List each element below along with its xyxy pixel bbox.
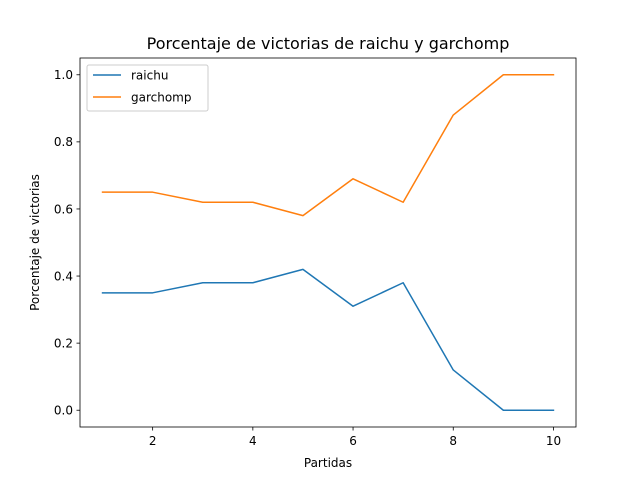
legend-label-raichu: raichu [131,69,168,83]
y-tick-label: 0.2 [54,336,73,350]
x-tick-label: 10 [546,434,561,448]
x-axis-label: Partidas [304,456,352,470]
x-tick-label: 6 [349,434,357,448]
y-axis-label: Porcentaje de victorias [28,174,42,311]
series-layer [101,74,555,411]
y-tick-label: 0.8 [54,135,73,149]
y-tick-label: 0.4 [54,269,73,283]
y-axis-ticks: 0.0 0.2 0.4 0.6 0.8 1.0 [54,68,80,418]
series-line-garchomp [101,74,555,217]
y-tick-label: 0.6 [54,202,73,216]
x-tick-label: 2 [149,434,157,448]
x-axis-ticks: 2 4 6 8 10 [149,427,561,448]
x-tick-label: 8 [449,434,457,448]
y-tick-label: 0.0 [54,404,73,418]
series-line-raichu [101,268,555,411]
legend-label-garchomp: garchomp [131,91,192,105]
axes-frame [79,57,577,428]
x-tick-label: 4 [249,434,257,448]
y-tick-label: 1.0 [54,68,73,82]
chart-title: Porcentaje de victorias de raichu y garc… [147,34,510,53]
legend-box [86,64,209,112]
legend: raichu garchomp [86,64,209,112]
